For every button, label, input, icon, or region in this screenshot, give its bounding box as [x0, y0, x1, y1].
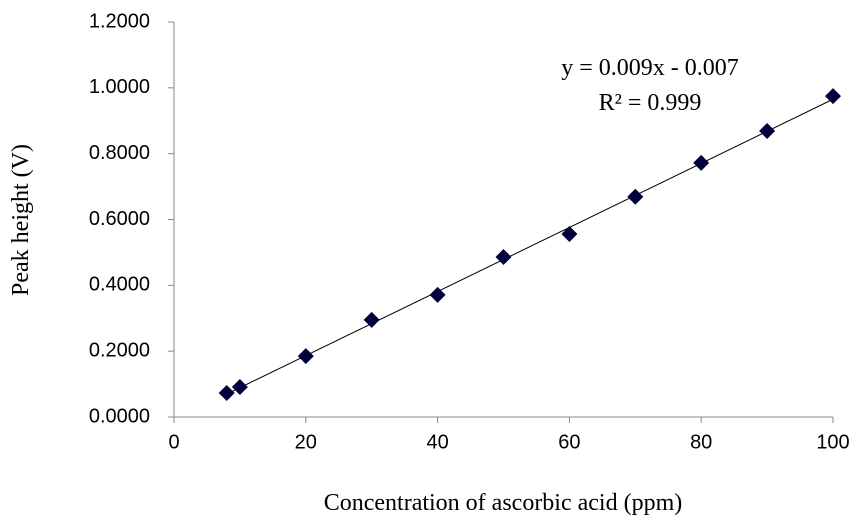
- x-tick-label: 80: [690, 431, 712, 453]
- data-point: [429, 286, 446, 303]
- y-tick-label: 0.4000: [89, 274, 150, 296]
- trendline: [226, 98, 834, 395]
- data-point: [825, 88, 841, 105]
- y-tick-label: 0.0000: [89, 405, 150, 427]
- y-axis-title: Peak height (V): [8, 144, 34, 296]
- y-tick-label: 0.8000: [89, 142, 150, 164]
- x-tick-label: 20: [295, 431, 317, 453]
- y-tick-label: 1.2000: [89, 10, 150, 32]
- data-point: [759, 122, 776, 139]
- x-tick-label: 40: [426, 431, 448, 453]
- r-squared: R² = 0.999: [599, 90, 702, 116]
- data-point: [627, 188, 644, 205]
- data-point: [231, 379, 248, 396]
- data-point: [297, 348, 314, 365]
- data-point: [495, 249, 512, 266]
- x-tick-label: 60: [558, 431, 580, 453]
- data-point: [218, 384, 235, 401]
- x-axis-title: Concentration of ascorbic acid (ppm): [324, 490, 683, 516]
- y-tick-label: 0.2000: [89, 339, 150, 361]
- y-tick-label: 0.6000: [89, 208, 150, 230]
- x-tick-label: 0: [168, 431, 179, 453]
- data-point: [693, 154, 710, 171]
- x-tick-label: 100: [816, 431, 849, 453]
- data-point: [561, 225, 578, 242]
- y-tick-label: 1.0000: [89, 76, 150, 98]
- data-point: [363, 311, 380, 328]
- equation: y = 0.009x - 0.007: [561, 55, 739, 81]
